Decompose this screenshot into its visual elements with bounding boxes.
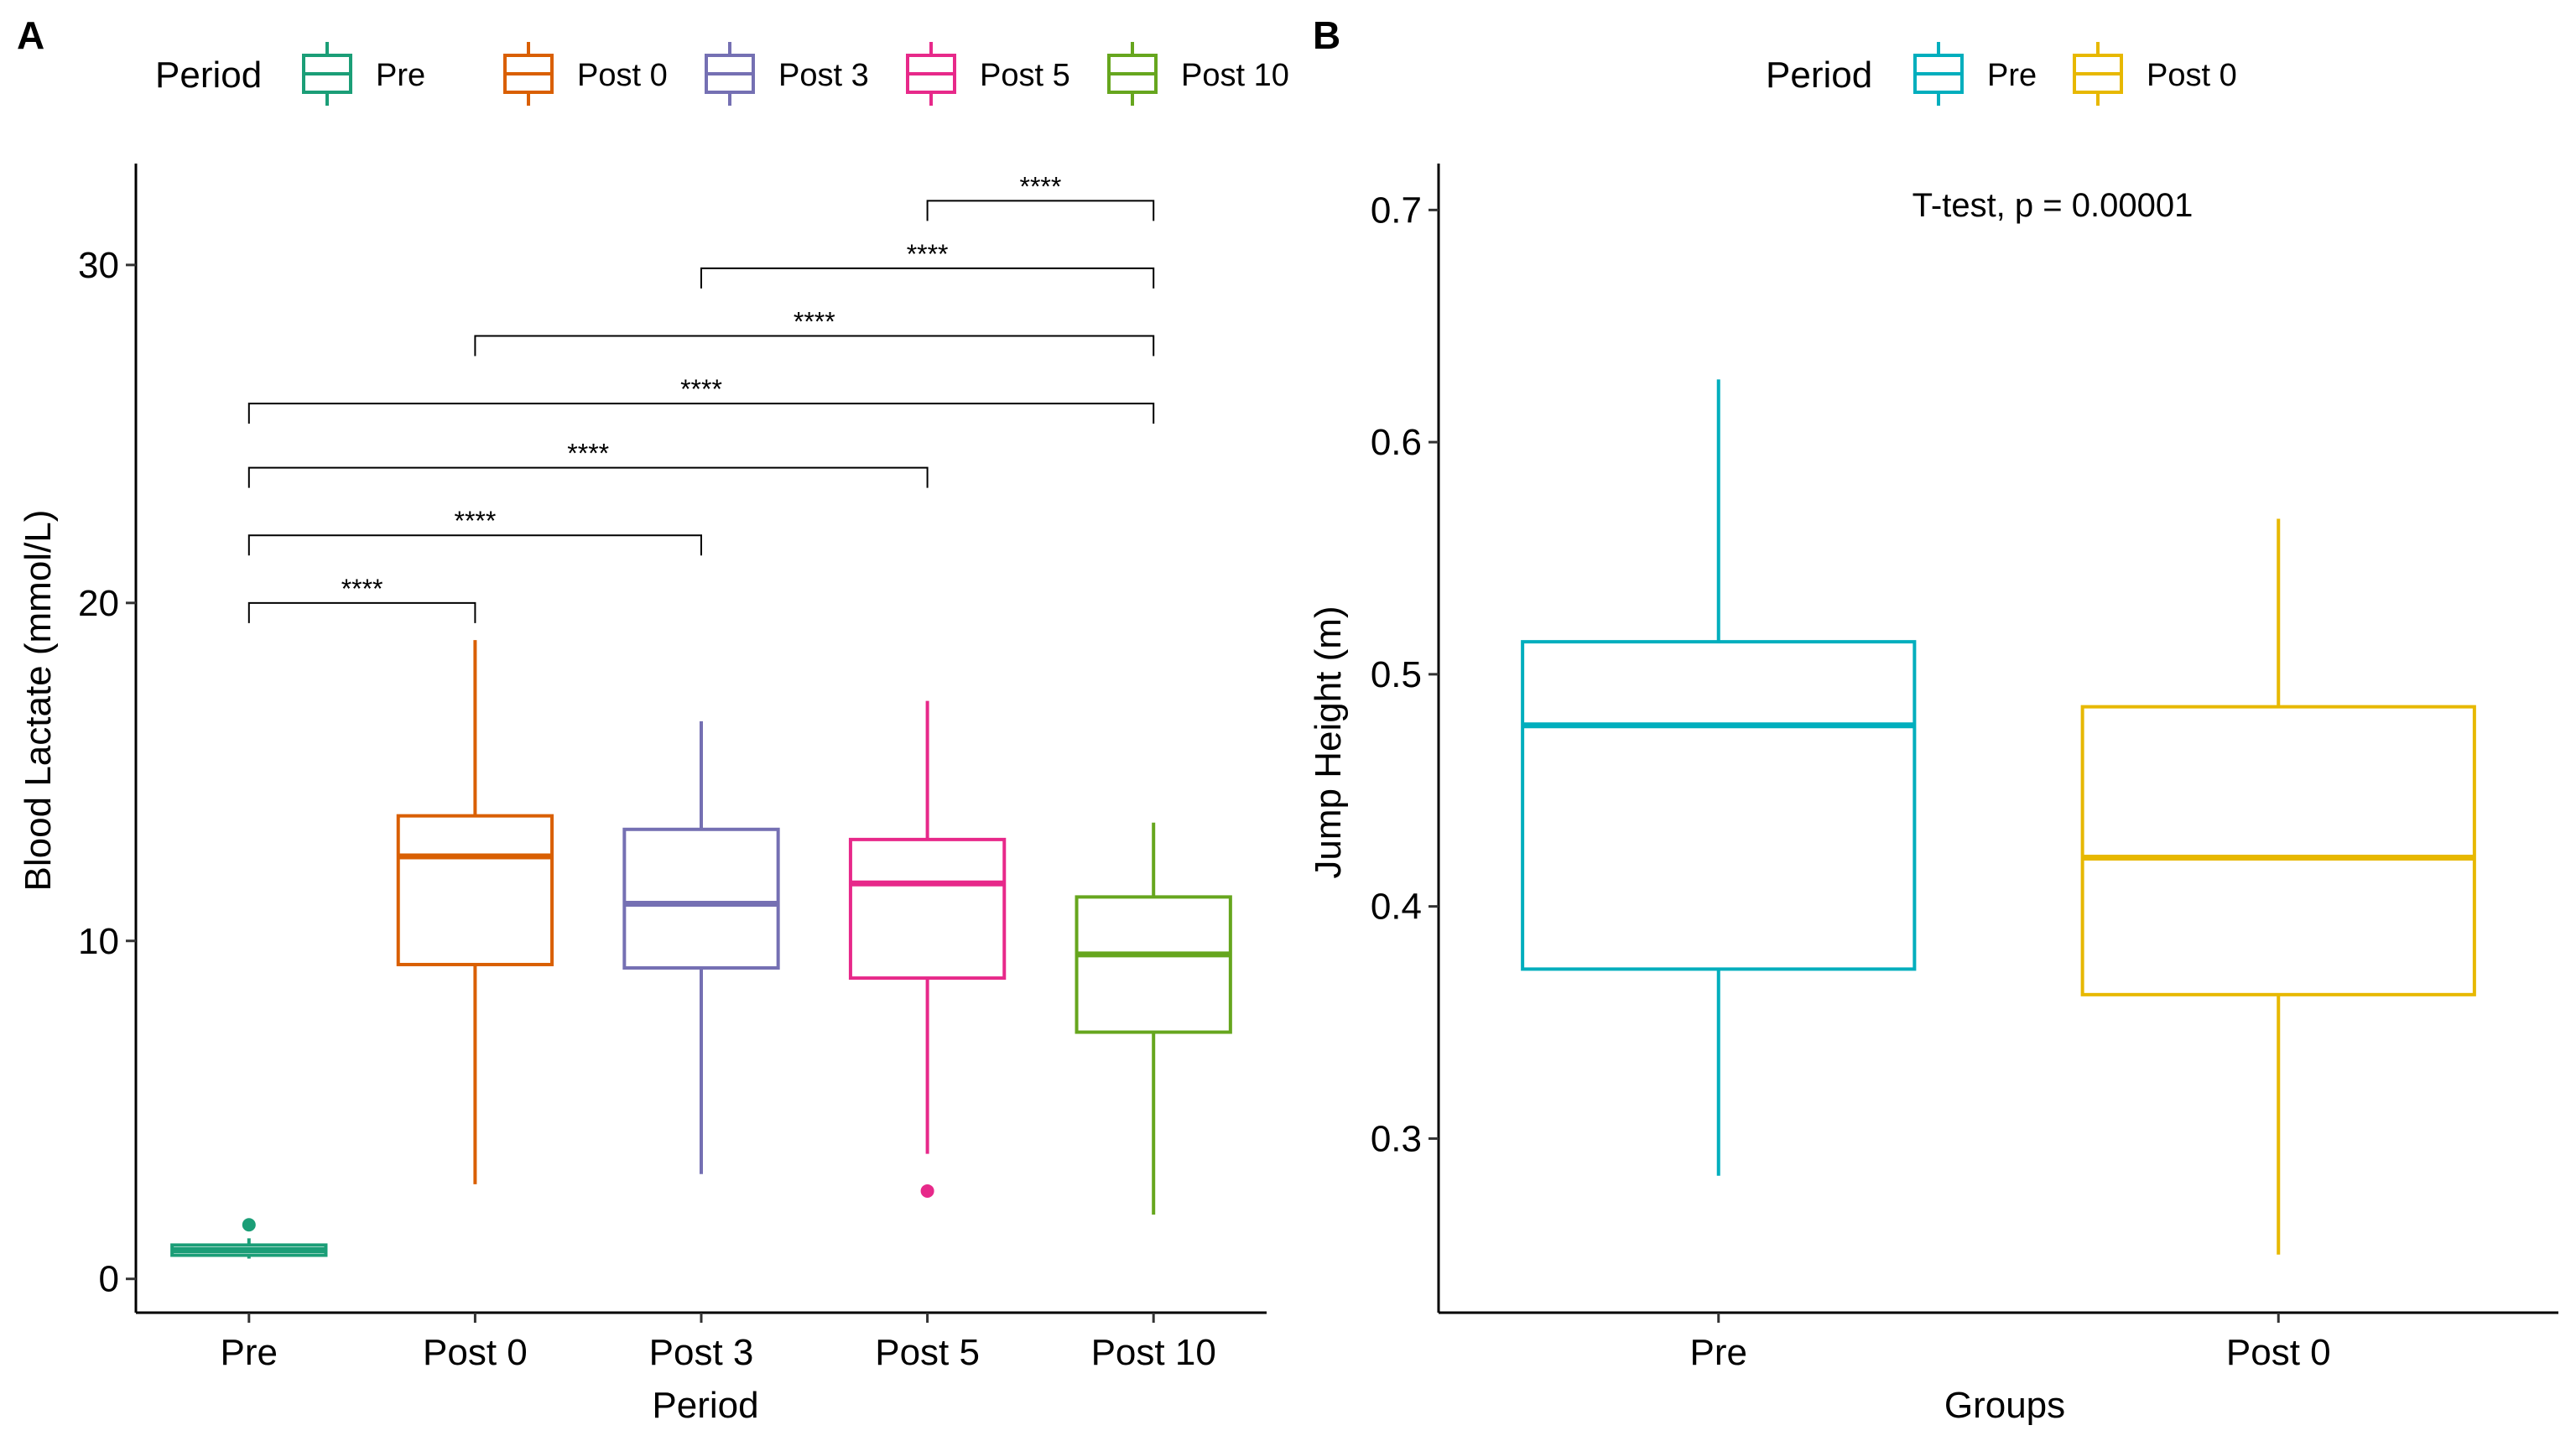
legend-label-3: Post 5 (980, 58, 1070, 93)
iqr-box (2080, 705, 2476, 996)
legend-label-0: Pre (376, 58, 425, 93)
y-tick-label: 0.3 (1371, 1118, 1422, 1159)
panel-label-b: B (1313, 13, 1340, 57)
iqr-box (848, 837, 1007, 981)
x-tick-label: Pre (221, 1332, 278, 1373)
panel-label-a: A (17, 13, 44, 57)
legend-label-0: Pre (1987, 58, 2037, 93)
legend-label-2: Post 3 (778, 58, 869, 93)
x-axis-title-b: Groups (1944, 1385, 2065, 1426)
panel-a: A Period Pre Post 0 Post 3 Post 5 Post 10 0 1… (17, 13, 1289, 1426)
iqr-box (1075, 895, 1232, 1034)
plot-area-b: 0.3 0.4 0.5 0.6 0.7 Pre Post 0 (1371, 164, 2558, 1373)
box-post-0 (396, 640, 554, 1184)
legend-b: Period Pre Post 0 (1766, 42, 2237, 106)
legend-label-4: Post 10 (1181, 58, 1289, 93)
x-tick-label: Post 5 (875, 1332, 980, 1373)
legend-a: Period Pre Post 0 Post 3 Post 5 Post 10 (155, 42, 1289, 106)
y-tick-label: 0.6 (1371, 422, 1422, 463)
comparison-bracket-6 (926, 200, 1155, 221)
comparison-label-5: **** (907, 239, 949, 269)
legend-label-1: Post 0 (577, 58, 668, 93)
comparison-label-3: **** (680, 374, 722, 404)
y-axis-title-b: Jump Height (m) (1308, 606, 1349, 878)
comparison-bracket-1 (247, 534, 702, 556)
y-tick-label: 0.4 (1371, 887, 1422, 928)
comparison-label-1: **** (454, 506, 496, 536)
iqr-box (396, 814, 554, 966)
y-tick-label: 30 (78, 245, 119, 286)
iqr-box (622, 827, 780, 970)
comparison-bracket-2 (247, 466, 929, 488)
x-tick-label: Post 0 (2226, 1332, 2331, 1373)
iqr-box (1521, 640, 1917, 971)
y-tick-label: 0.7 (1371, 190, 1422, 231)
legend-title: Period (155, 55, 262, 96)
legend-label-1: Post 0 (2147, 58, 2237, 93)
comparison-label-4: **** (794, 307, 835, 337)
box-pre (1521, 379, 1917, 1176)
panel-b: B Period Pre Post 0 0.3 0.4 0.5 0.6 0.7 Pre Pos… (1308, 13, 2558, 1426)
comparison-label-2: **** (567, 439, 609, 469)
plot-area-a: 0 10 20 30 Pre Post 0 Post 3 Post 5 Post 10 **** *… (78, 164, 1267, 1373)
x-tick-label: Pre (1690, 1332, 1747, 1373)
y-axis-title-a: Blood Lactate (mmol/L) (18, 510, 59, 892)
x-axis-title-a: Period (652, 1385, 758, 1426)
box-post-3 (622, 720, 780, 1174)
x-tick-label: Post 0 (423, 1332, 528, 1373)
comparison-bracket-0 (247, 601, 476, 623)
x-tick-label: Post 3 (649, 1332, 754, 1373)
box-post-0 (2080, 518, 2476, 1255)
stat-annotation: T-test, p = 0.00001 (1912, 187, 2194, 224)
comparison-label-0: **** (341, 574, 383, 604)
box-post-5 (848, 700, 1007, 1198)
box-pre (170, 1218, 328, 1259)
y-tick-label: 0 (99, 1259, 119, 1300)
comparison-label-6: **** (1019, 171, 1061, 201)
comparison-bracket-4 (474, 335, 1155, 356)
y-tick-label: 0.5 (1371, 654, 1422, 695)
y-tick-label: 10 (78, 921, 119, 962)
legend-title: Period (1766, 55, 1872, 96)
x-tick-label: Post 10 (1091, 1332, 1216, 1373)
box-post-10 (1075, 822, 1232, 1215)
outlier-point (920, 1183, 934, 1198)
comparison-bracket-3 (247, 403, 1155, 424)
outlier-point (242, 1218, 256, 1232)
comparison-bracket-5 (700, 267, 1155, 289)
y-tick-label: 20 (78, 583, 119, 624)
